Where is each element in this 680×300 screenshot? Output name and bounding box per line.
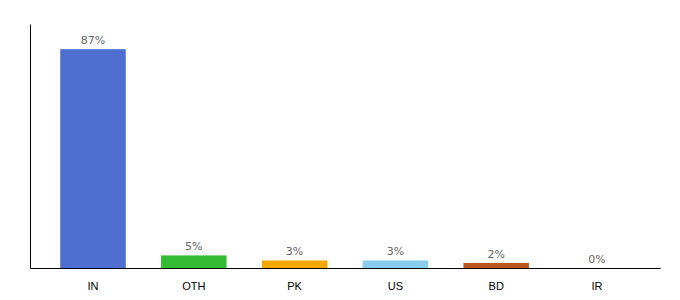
data-label: 2% xyxy=(487,248,504,261)
data-labels: 87% 5% 3% 3% 2% 0% xyxy=(81,34,606,266)
x-tick: IN xyxy=(88,280,99,292)
x-tick-label: PK xyxy=(287,280,302,292)
x-axis-line xyxy=(31,268,661,269)
data-label: 5% xyxy=(185,240,202,253)
y-axis-line xyxy=(30,25,31,269)
x-axis: IN OTH PK US BD IR xyxy=(31,269,661,293)
bar xyxy=(564,268,630,269)
x-tick-label: US xyxy=(388,280,403,292)
bar xyxy=(363,260,429,268)
x-tick-label: IR xyxy=(592,280,603,292)
x-tick: PK xyxy=(287,280,302,292)
bar xyxy=(161,255,227,268)
data-label: 87% xyxy=(81,34,105,47)
x-tick: US xyxy=(388,280,403,292)
chart-svg: IN OTH PK US BD IR 87% 5% 3% 3% 2% 0% xyxy=(0,0,680,300)
x-tick: BD xyxy=(489,280,504,292)
plot-area: IN OTH PK US BD IR 87% 5% 3% 3% 2% 0% xyxy=(31,25,661,293)
x-tick-label: BD xyxy=(489,280,504,292)
x-tick: OTH xyxy=(182,280,205,292)
bar xyxy=(463,263,529,268)
data-label: 3% xyxy=(286,245,303,258)
bar xyxy=(60,49,126,268)
x-tick-label: IN xyxy=(88,280,99,292)
bars xyxy=(60,49,529,268)
data-label: 3% xyxy=(387,245,404,258)
bar xyxy=(262,260,328,268)
x-tick-label: OTH xyxy=(182,280,205,292)
data-label: 0% xyxy=(588,253,605,266)
x-tick: IR xyxy=(592,280,603,292)
chart-container: IN OTH PK US BD IR 87% 5% 3% 3% 2% 0% xyxy=(0,0,680,300)
y-axis xyxy=(30,25,31,269)
